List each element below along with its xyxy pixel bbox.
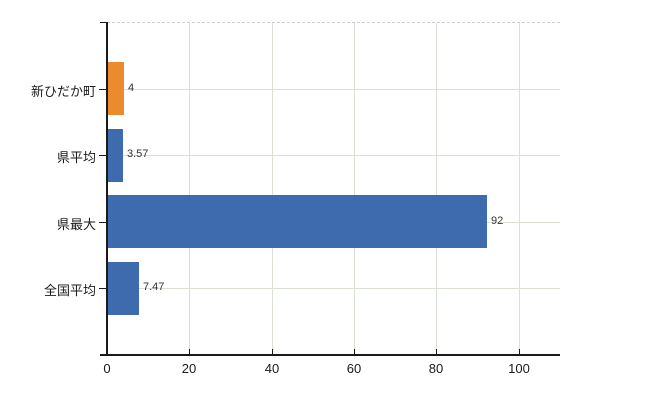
value-label: 92 — [491, 215, 504, 227]
y-axis-tick — [99, 155, 107, 156]
x-axis-tick — [272, 349, 273, 354]
y-axis-tick — [99, 222, 107, 223]
bar — [108, 62, 124, 115]
category-label: 全国平均 — [43, 283, 96, 298]
plot-top-border — [107, 22, 560, 23]
x-tick-label: 0 — [103, 361, 111, 376]
value-label: 3.57 — [127, 148, 149, 160]
gridline-vertical — [436, 23, 437, 354]
gridline-horizontal — [108, 288, 560, 289]
gridline-horizontal — [108, 89, 560, 90]
bar — [108, 129, 123, 182]
gridline-vertical — [354, 23, 355, 354]
x-axis-tick — [354, 349, 355, 354]
x-tick-label: 80 — [428, 361, 444, 376]
y-axis-line — [106, 22, 108, 355]
x-tick-label: 100 — [508, 361, 530, 376]
x-axis-tick — [436, 349, 437, 354]
gridline-vertical — [519, 23, 520, 354]
x-tick-label: 40 — [264, 361, 280, 376]
y-axis-tick — [99, 89, 107, 90]
category-label: 県平均 — [56, 150, 96, 165]
value-label: 4 — [128, 82, 135, 94]
category-label: 県最大 — [56, 217, 96, 232]
bar — [108, 262, 139, 315]
y-axis-tick — [99, 288, 107, 289]
x-tick-label: 60 — [346, 361, 362, 376]
x-axis-tick — [519, 349, 520, 354]
x-tick-label: 20 — [181, 361, 197, 376]
category-label: 新ひだか町 — [30, 84, 96, 99]
x-axis-line — [100, 354, 560, 356]
gridline-horizontal — [108, 155, 560, 156]
y-axis-top-tick — [100, 22, 107, 23]
gridline-vertical — [189, 23, 190, 354]
gridline-vertical — [272, 23, 273, 354]
bar — [108, 195, 487, 248]
x-axis-tick — [189, 349, 190, 354]
value-label: 7.47 — [143, 281, 165, 293]
